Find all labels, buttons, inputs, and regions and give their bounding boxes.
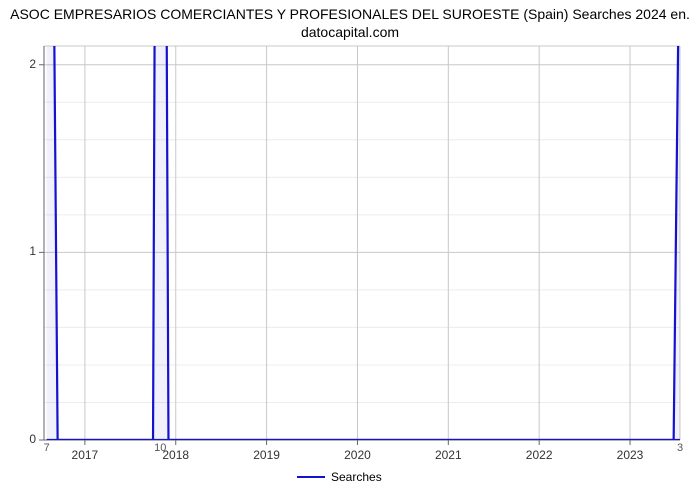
data-point-label: 10 (154, 442, 166, 454)
data-point-label: 7 (44, 442, 50, 454)
x-tick-label: 2020 (344, 448, 371, 462)
x-tick-label: 2021 (435, 448, 462, 462)
legend-label: Searches (331, 470, 382, 484)
y-tick-label: 2 (14, 57, 36, 71)
x-tick-label: 2019 (253, 448, 280, 462)
chart-container: ASOC EMPRESARIOS COMERCIANTES Y PROFESIO… (0, 0, 700, 500)
data-point-label: 3 (677, 442, 683, 454)
chart-plot (0, 0, 700, 500)
y-tick-label: 0 (14, 432, 36, 446)
x-tick-label: 2022 (526, 448, 553, 462)
x-tick-label: 2017 (72, 448, 99, 462)
y-tick-label: 1 (14, 244, 36, 258)
x-tick-label: 2023 (617, 448, 644, 462)
legend-swatch (297, 476, 325, 478)
legend: Searches (297, 470, 382, 484)
